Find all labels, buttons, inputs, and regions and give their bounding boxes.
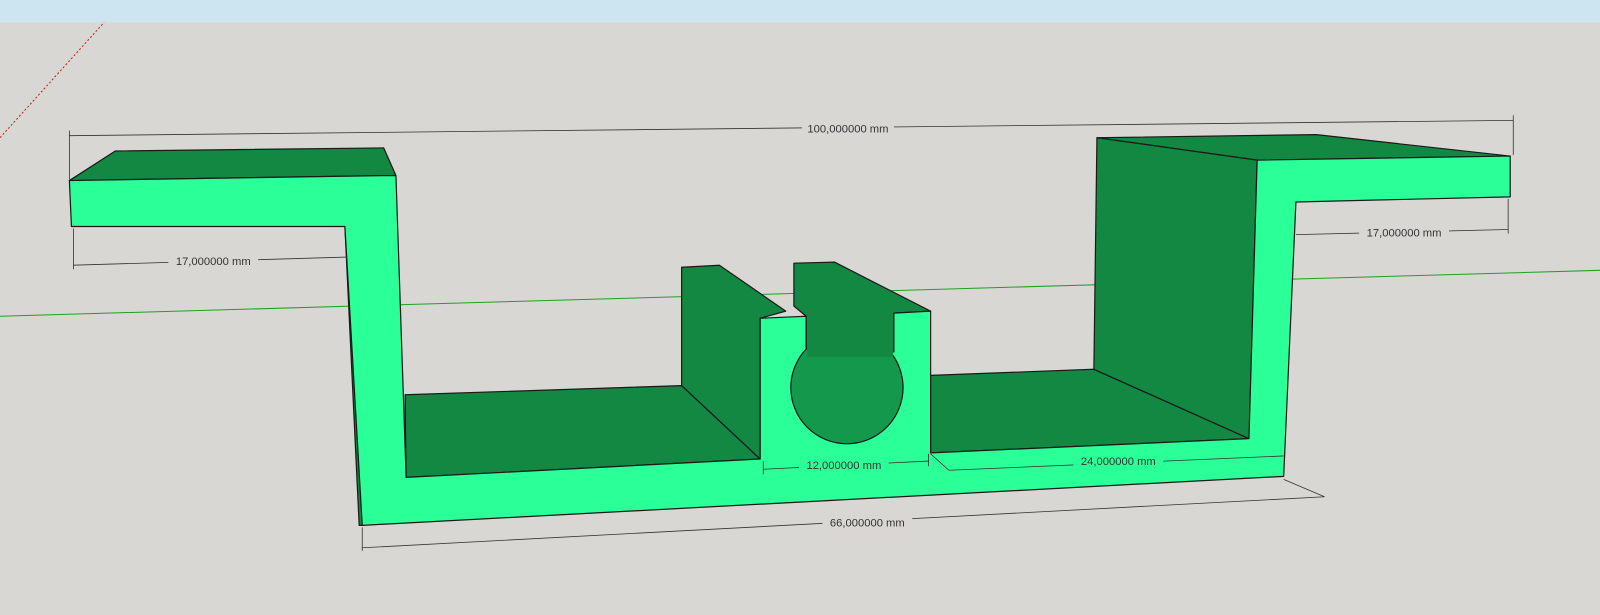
- sky: [0, 0, 1600, 23]
- dim-overall-width[interactable]: 100,000000 mm: [807, 124, 888, 136]
- dim-channel-width[interactable]: 66,000000 mm: [830, 517, 905, 529]
- profile-model[interactable]: [68, 134, 1511, 526]
- dim-left-flange[interactable]: 17,000000 mm: [176, 256, 251, 268]
- slot-opening: [807, 306, 893, 358]
- red-axis: [0, 22, 105, 139]
- dim-slot-width[interactable]: 12,000000 mm: [806, 460, 881, 472]
- dim-right-flange[interactable]: 17,000000 mm: [1367, 228, 1442, 240]
- dimension-labels: 100,000000 mm 17,000000 mm 17,000000 mm …: [168, 121, 1449, 530]
- profile-front-face: [68, 155, 1511, 526]
- dim-right-floor[interactable]: 24,000000 mm: [1081, 456, 1156, 468]
